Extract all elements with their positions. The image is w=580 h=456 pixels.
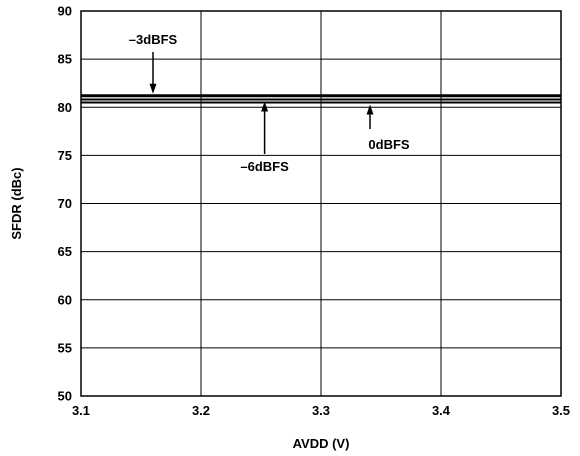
y-tick-label: 75 [58, 148, 72, 163]
y-tick-label: 60 [58, 292, 72, 307]
x-tick-label: 3.2 [192, 403, 210, 418]
series-lines [81, 94, 561, 104]
y-tick-label: 50 [58, 389, 72, 404]
y-tick-label: 85 [58, 52, 72, 67]
x-tick-label: 3.3 [312, 403, 330, 418]
annotation-label: 0dBFS [368, 137, 410, 152]
x-tick-labels: 3.1 3.2 3.3 3.4 3.5 [72, 403, 570, 418]
y-tick-labels: 50 55 60 65 70 75 80 85 90 [58, 4, 72, 404]
y-tick-label: 65 [58, 244, 72, 259]
grid-lines [81, 11, 561, 396]
annotation-arrow-head [261, 101, 269, 112]
annotations: –3dBFS –6dBFS 0dBFS [129, 32, 410, 174]
annotation-arrow-head [149, 83, 157, 94]
x-axis-label: AVDD (V) [293, 436, 350, 451]
x-tick-label: 3.5 [552, 403, 570, 418]
annotation-label: –3dBFS [129, 32, 178, 47]
y-tick-label: 55 [58, 340, 72, 355]
y-tick-label: 90 [58, 4, 72, 19]
annotation-label: –6dBFS [240, 159, 289, 174]
y-tick-label: 70 [58, 196, 72, 211]
y-tick-label: 80 [58, 100, 72, 115]
annotation-arrow-head [366, 104, 374, 115]
plot-frame [80, 10, 562, 397]
y-axis-label: SFDR (dBc) [9, 167, 24, 239]
x-tick-label: 3.1 [72, 403, 90, 418]
x-tick-label: 3.4 [432, 403, 451, 418]
